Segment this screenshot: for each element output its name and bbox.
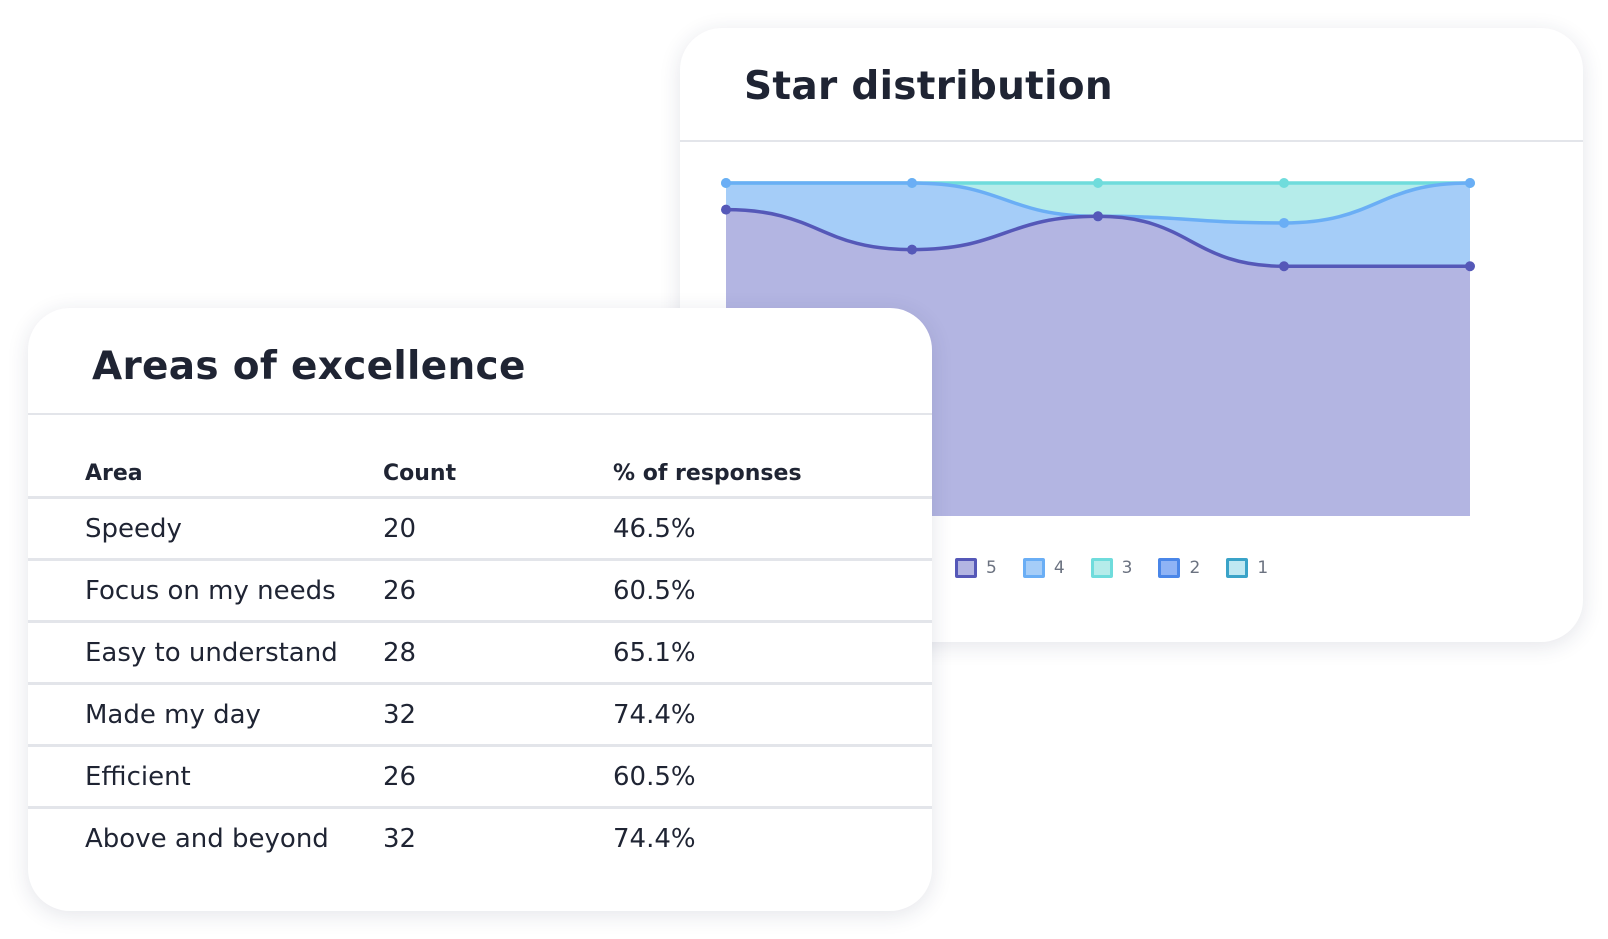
row-area: Above and beyond [85,823,329,854]
table-header-divider [28,413,932,415]
legend-swatch-2 [1158,558,1181,578]
chart-header-divider [680,140,1583,142]
column-header-area[interactable]: Area [28,450,383,499]
row-count: 32 [383,683,613,747]
table-row: Efficient 26 60.5% [28,745,932,809]
table-row: Focus on my needs 26 60.5% [28,559,932,623]
table-header-row: Area Count % of responses [28,450,932,499]
legend-item-5[interactable]: 5 [955,558,997,578]
chart-legend: 5 4 3 2 1 [955,558,1294,578]
point-series-3-4[interactable] [1279,178,1289,188]
row-percent: 65.1% [613,621,932,685]
row-percent: 60.5% [613,559,932,623]
legend-swatch-3 [1090,558,1113,578]
legend-item-3[interactable]: 3 [1090,558,1133,578]
legend-swatch-1 [1226,558,1249,578]
table-row: Easy to understand 28 65.1% [28,621,932,685]
row-percent: 74.4% [613,823,696,854]
legend-item-4[interactable]: 4 [1022,558,1065,578]
point-series-4-4[interactable] [1279,217,1289,228]
row-count: 20 [383,497,613,561]
legend-label-3: 3 [1121,558,1133,578]
row-count: 32 [383,823,417,854]
legend-label-4: 4 [1053,558,1065,578]
row-count: 26 [383,559,613,623]
legend-label-5: 5 [986,558,997,578]
legend-label-1: 1 [1257,558,1269,578]
table-row: Speedy 20 46.5% [28,497,932,561]
row-percent: 74.4% [613,683,932,747]
row-area: Focus on my needs [28,559,383,623]
column-header-percent[interactable]: % of responses [613,450,932,499]
row-area: Speedy [28,497,383,561]
table-row: Made my day 32 74.4% [28,683,932,747]
point-series-4-1[interactable] [721,178,731,188]
legend-label-2: 2 [1189,558,1201,578]
legend-swatch-5 [955,558,977,578]
row-area: Easy to understand [28,621,383,685]
row-area: Made my day [28,683,383,747]
legend-item-1[interactable]: 1 [1226,558,1268,578]
point-series-5-1[interactable] [721,204,731,215]
point-series-5-2[interactable] [907,244,917,255]
point-series-4-2[interactable] [907,178,917,188]
row-percent: 46.5% [613,497,932,561]
row-count: 26 [383,745,613,809]
column-header-count[interactable]: Count [383,450,613,499]
point-series-5-3[interactable] [1093,211,1103,222]
row-count: 28 [383,621,613,685]
legend-swatch-4 [1022,558,1045,578]
point-series-5-5[interactable] [1465,261,1475,272]
point-series-4-5[interactable] [1465,178,1475,188]
star-distribution-title: Star distribution [744,64,1113,109]
star-distribution-card: Star distribution 5 4 3 2 1 [680,28,1583,642]
areas-of-excellence-title: Areas of excellence [92,344,526,389]
row-area: Efficient [28,745,383,809]
point-series-3-3[interactable] [1093,178,1103,188]
areas-table: Area Count % of responses Speedy 20 46.5… [28,450,932,868]
legend-item-2[interactable]: 2 [1158,558,1200,578]
point-series-5-4[interactable] [1279,261,1289,272]
row-percent: 60.5% [613,745,932,809]
table-row: Above and beyond 32 74.4% [28,808,932,869]
areas-of-excellence-card: Areas of excellence Area Count % of resp… [28,308,932,911]
